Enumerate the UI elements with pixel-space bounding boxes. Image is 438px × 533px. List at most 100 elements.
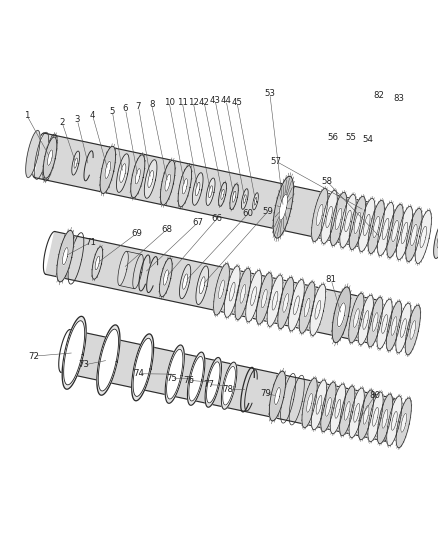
Polygon shape — [277, 277, 293, 329]
Polygon shape — [386, 396, 401, 446]
Polygon shape — [160, 160, 175, 205]
Polygon shape — [386, 204, 402, 257]
Polygon shape — [372, 407, 378, 426]
Text: 69: 69 — [131, 229, 141, 238]
Polygon shape — [43, 137, 57, 178]
Text: 57: 57 — [270, 157, 281, 166]
Polygon shape — [208, 185, 212, 198]
Text: 81: 81 — [325, 275, 336, 284]
Polygon shape — [353, 309, 358, 327]
Polygon shape — [250, 287, 256, 305]
Polygon shape — [213, 264, 229, 315]
Polygon shape — [222, 366, 235, 405]
Text: 5: 5 — [110, 107, 115, 116]
Polygon shape — [165, 345, 184, 403]
Polygon shape — [163, 270, 168, 285]
Text: 76: 76 — [183, 376, 194, 385]
Text: 3: 3 — [74, 116, 80, 124]
Polygon shape — [363, 214, 369, 236]
Text: 66: 66 — [211, 214, 223, 223]
Polygon shape — [240, 285, 245, 303]
Polygon shape — [220, 189, 224, 199]
Polygon shape — [395, 303, 410, 353]
Polygon shape — [261, 289, 267, 308]
Polygon shape — [390, 317, 396, 335]
Polygon shape — [165, 174, 170, 191]
Polygon shape — [179, 264, 190, 298]
Polygon shape — [309, 284, 325, 335]
Polygon shape — [385, 301, 401, 351]
Polygon shape — [293, 296, 299, 314]
Polygon shape — [353, 403, 359, 422]
Polygon shape — [362, 406, 368, 424]
Polygon shape — [357, 202, 371, 247]
Polygon shape — [195, 266, 208, 304]
Polygon shape — [414, 211, 431, 263]
Polygon shape — [92, 247, 102, 279]
Polygon shape — [381, 409, 387, 428]
Text: 10: 10 — [163, 98, 174, 107]
Polygon shape — [229, 282, 234, 301]
Polygon shape — [343, 401, 350, 420]
Polygon shape — [377, 203, 393, 255]
Text: 68: 68 — [161, 225, 172, 234]
Polygon shape — [199, 277, 205, 294]
Text: 11: 11 — [177, 98, 187, 107]
Polygon shape — [395, 398, 410, 448]
Polygon shape — [372, 216, 378, 238]
Polygon shape — [148, 171, 153, 188]
Text: 7: 7 — [135, 102, 141, 111]
Polygon shape — [97, 325, 120, 395]
Text: 60: 60 — [242, 209, 253, 219]
Polygon shape — [337, 303, 345, 327]
Text: 8: 8 — [148, 100, 154, 109]
Polygon shape — [224, 266, 240, 317]
Polygon shape — [409, 320, 415, 340]
Polygon shape — [381, 218, 388, 240]
Polygon shape — [131, 334, 153, 401]
Polygon shape — [320, 190, 336, 244]
Polygon shape — [272, 291, 277, 310]
Polygon shape — [383, 399, 397, 441]
Polygon shape — [35, 133, 368, 247]
Polygon shape — [329, 384, 345, 434]
Text: 54: 54 — [362, 135, 373, 144]
Polygon shape — [348, 388, 364, 438]
Text: 71: 71 — [85, 238, 95, 247]
Polygon shape — [272, 176, 293, 238]
Polygon shape — [178, 166, 191, 207]
Polygon shape — [256, 273, 272, 324]
Polygon shape — [98, 329, 118, 391]
Polygon shape — [100, 147, 115, 193]
Polygon shape — [267, 275, 282, 326]
Polygon shape — [243, 195, 246, 203]
Polygon shape — [279, 195, 287, 220]
Polygon shape — [205, 178, 215, 205]
Polygon shape — [357, 295, 372, 345]
Polygon shape — [367, 200, 383, 254]
Polygon shape — [368, 301, 381, 343]
Polygon shape — [218, 182, 226, 206]
Polygon shape — [391, 220, 397, 241]
Polygon shape — [381, 314, 387, 334]
Polygon shape — [358, 198, 374, 252]
Polygon shape — [311, 380, 326, 430]
Polygon shape — [232, 191, 235, 203]
Text: 53: 53 — [264, 89, 275, 98]
Polygon shape — [436, 233, 438, 248]
Text: 73: 73 — [78, 360, 89, 369]
Polygon shape — [362, 311, 368, 329]
Polygon shape — [288, 279, 304, 331]
Polygon shape — [46, 231, 379, 343]
Polygon shape — [230, 184, 238, 209]
Polygon shape — [182, 274, 187, 289]
Polygon shape — [218, 280, 224, 299]
Polygon shape — [376, 299, 391, 349]
Polygon shape — [371, 312, 377, 332]
Text: 78: 78 — [222, 384, 233, 393]
Polygon shape — [301, 378, 316, 427]
Polygon shape — [349, 196, 365, 249]
Polygon shape — [105, 161, 110, 179]
Text: 44: 44 — [220, 96, 231, 104]
Polygon shape — [358, 390, 373, 440]
